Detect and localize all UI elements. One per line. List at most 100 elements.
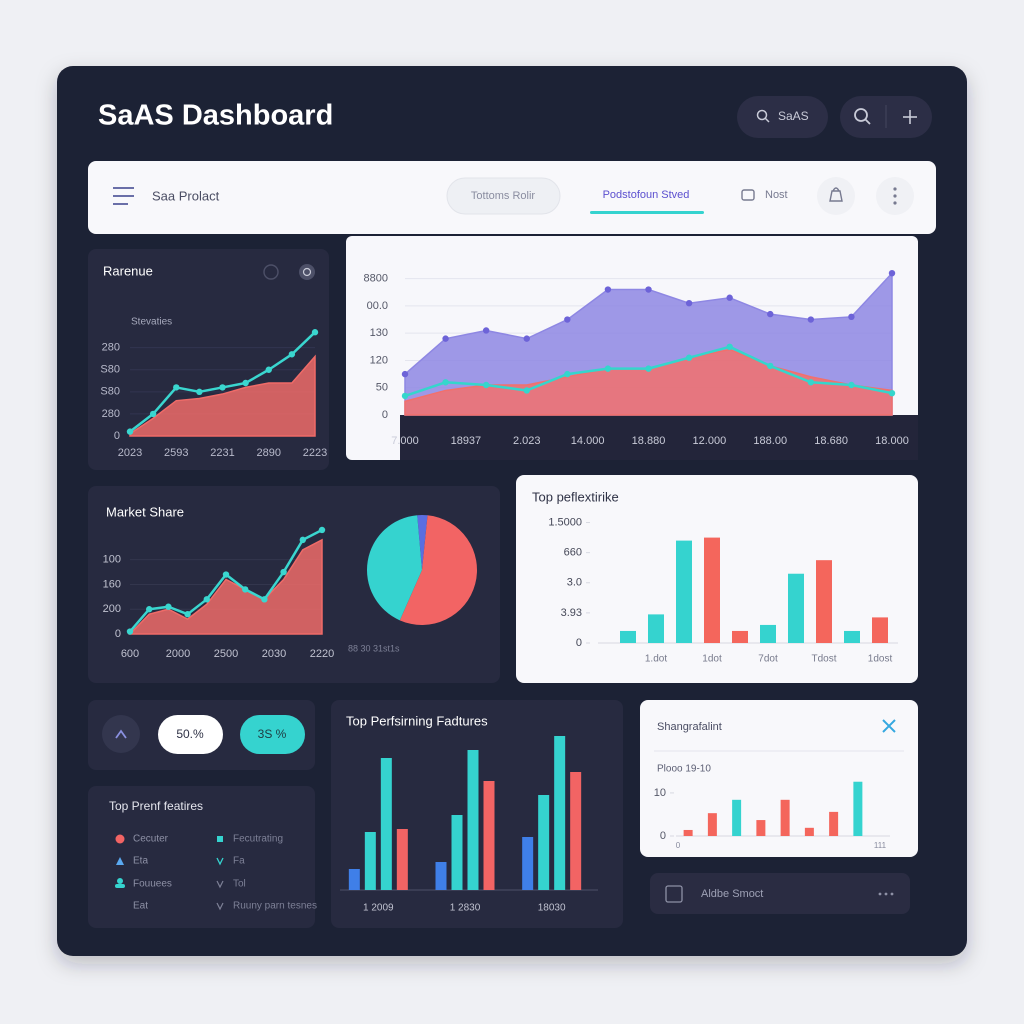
y-tick-label: 50 — [376, 382, 388, 394]
marker — [685, 299, 693, 307]
marker — [767, 362, 774, 370]
y-tick-label: 160 — [103, 578, 121, 590]
marker — [242, 586, 249, 593]
bar — [570, 772, 582, 890]
bar — [451, 815, 463, 890]
collapse-button[interactable] — [102, 715, 140, 753]
marker — [318, 526, 326, 534]
list-item: Fecutrating — [233, 834, 283, 845]
list-item: Ruuny parn tesnes — [233, 901, 317, 912]
y-tick-label: 1.5000 — [548, 516, 582, 528]
bar — [348, 869, 360, 890]
marker — [767, 310, 774, 318]
search-button[interactable] — [854, 108, 868, 122]
x-tick-label: 2023 — [118, 447, 142, 459]
search-pill[interactable] — [737, 96, 828, 138]
marker — [203, 596, 210, 603]
icon[interactable] — [263, 264, 279, 280]
tab-icon — [741, 189, 755, 201]
y-tick-label: 0 — [114, 430, 120, 442]
bar — [732, 630, 748, 643]
tab-underline — [590, 211, 704, 214]
list-icon — [115, 884, 125, 888]
dashboard-title: SaAS Dashboard — [98, 100, 333, 132]
marker — [685, 354, 693, 361]
marker — [564, 316, 571, 323]
marker — [726, 294, 733, 301]
marker — [222, 571, 230, 578]
x-tick-label: 600 — [121, 648, 139, 660]
list-item: Fouuees — [133, 879, 172, 890]
search-button — [864, 118, 871, 125]
y-tick-label: 8800 — [364, 273, 388, 285]
y-tick-label: 660 — [564, 547, 582, 559]
marker — [604, 286, 612, 293]
toggle-pill[interactable] — [240, 715, 305, 754]
x-tick-label: 1dost — [868, 654, 893, 665]
footer-item[interactable] — [650, 873, 910, 914]
marker — [645, 365, 652, 372]
tab-pill[interactable] — [446, 177, 561, 215]
marker — [604, 365, 612, 372]
bar — [704, 537, 720, 643]
card — [88, 786, 315, 928]
marker — [173, 384, 180, 391]
calendar-icon — [665, 885, 683, 903]
search-icon — [756, 109, 768, 121]
y-tick-label: 200 — [103, 603, 121, 615]
card-subtitle: Stevaties — [131, 317, 172, 328]
list-icon — [117, 878, 123, 884]
y-tick-label: 0 — [382, 409, 388, 421]
icon — [302, 267, 312, 277]
y-tick-label: S80 — [100, 386, 120, 398]
bar — [804, 827, 814, 836]
chevron-icon — [115, 729, 127, 739]
marker — [311, 329, 319, 336]
marker — [196, 388, 203, 396]
y-tick-label: 0 — [576, 637, 582, 649]
list-icon — [115, 834, 125, 844]
y-tick-label: 10 — [654, 787, 666, 799]
marker — [807, 379, 815, 386]
marker — [564, 370, 571, 378]
tab[interactable]: Nost — [765, 189, 788, 201]
area — [129, 354, 316, 437]
axis-strip — [400, 415, 918, 460]
card-title: Market Share — [106, 504, 184, 519]
icon[interactable] — [299, 264, 315, 280]
toggle-label: 3S % — [258, 727, 287, 741]
tab-active[interactable]: Podstofoun Stved — [603, 189, 690, 201]
y-tick-label: 00.0 — [367, 300, 388, 312]
card-title: Top Prenf featires — [109, 799, 203, 813]
list-icon — [216, 880, 224, 889]
bar — [380, 758, 392, 890]
marker — [280, 568, 287, 576]
x-tick-label: 1.dot — [645, 654, 667, 665]
bar — [816, 560, 832, 643]
marker — [401, 370, 409, 378]
marker — [288, 351, 296, 358]
marker — [126, 628, 134, 635]
bar — [538, 795, 550, 890]
menu-icon[interactable] — [113, 187, 134, 205]
close-button[interactable] — [882, 719, 896, 733]
marker — [726, 343, 733, 351]
bar — [853, 781, 863, 836]
bar — [732, 799, 742, 836]
marker — [242, 379, 249, 387]
more-icon — [893, 187, 897, 205]
card — [88, 249, 329, 470]
bar — [620, 630, 636, 643]
x-tick-label: 14.000 — [571, 435, 605, 447]
x-tick-label: 2030 — [262, 648, 286, 660]
y-tick-label: 280 — [102, 342, 120, 354]
list-item: Tol — [233, 879, 246, 890]
list-icon — [217, 836, 223, 842]
x-tick-label: 2593 — [164, 447, 188, 459]
tab[interactable]: Tottoms Rolir — [471, 190, 536, 202]
more-icon[interactable] — [878, 892, 894, 896]
list-item: Cecuter — [133, 834, 169, 845]
toggle-pill[interactable] — [158, 715, 223, 754]
bar — [483, 781, 495, 890]
bag-button[interactable] — [817, 177, 855, 215]
